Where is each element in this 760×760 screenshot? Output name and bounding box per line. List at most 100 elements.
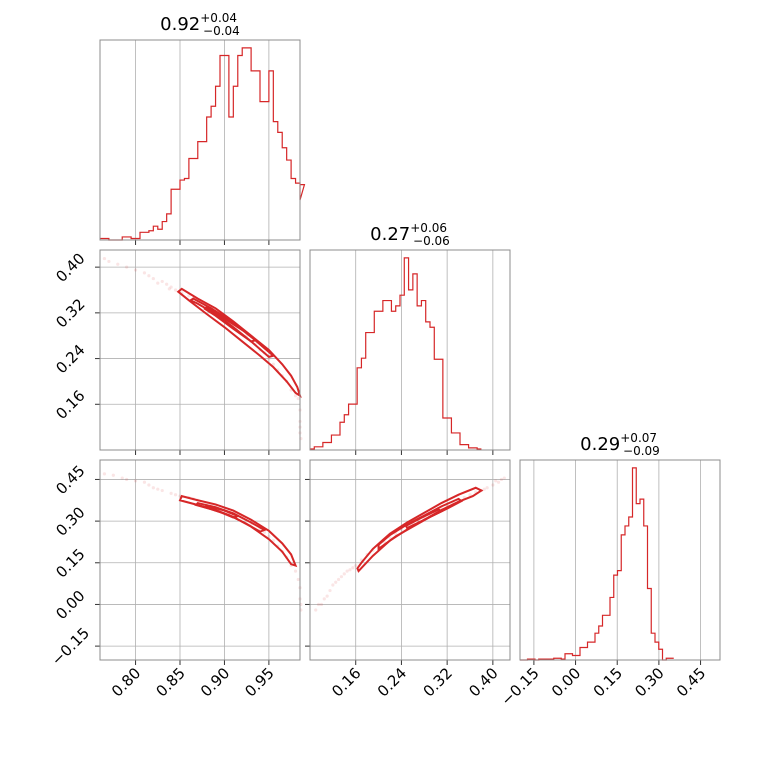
panel-2-2: −0.15 0.00 0.15 0.30 0.45 0.29+0.07 −0.09 — [497, 431, 721, 709]
panel-title: 0.92+0.04 −0.04 — [160, 11, 240, 38]
title-plus: +0.06 — [410, 221, 447, 235]
sample-point — [331, 583, 335, 587]
panel-2-0: 0.80 0.85 0.90 0.95 −0.150.00 0.15 0.30 0.45 — [48, 459, 303, 700]
x-tick-label: 0.85 — [152, 664, 188, 700]
sample-point — [102, 256, 107, 261]
x-tick-label: 0.24 — [374, 664, 410, 700]
sample-point — [133, 268, 138, 272]
title-plus: +0.07 — [620, 431, 657, 445]
panel-frame — [519, 459, 721, 661]
sample-point — [151, 276, 155, 281]
sample-point — [147, 274, 151, 278]
sample-point — [482, 487, 486, 491]
sample-point — [160, 279, 164, 284]
y-tick-label: 0.30 — [52, 503, 88, 539]
sample-point — [167, 287, 171, 291]
sample-point — [107, 259, 111, 264]
sample-point — [316, 602, 321, 607]
panel-frame — [309, 249, 511, 451]
contour-level-3 — [404, 508, 444, 530]
sample-point — [322, 597, 326, 601]
panel-1-1: 0.27+0.06 −0.06 — [309, 221, 511, 455]
histogram-series — [310, 257, 482, 450]
title-minus: −0.04 — [203, 24, 240, 38]
sample-point — [160, 488, 164, 493]
contour-level-3 — [202, 504, 241, 519]
sample-point — [102, 472, 107, 476]
sample-point — [468, 493, 472, 497]
panel-frame — [99, 459, 301, 661]
panel-frame — [309, 459, 511, 661]
sample-point — [165, 282, 169, 286]
x-tick-label: 0.95 — [241, 664, 277, 700]
sample-point — [116, 262, 120, 266]
panel-2-1: 0.16 0.24 0.32 0.40 — [305, 459, 511, 700]
sample-point — [147, 483, 151, 487]
sample-point — [169, 285, 173, 289]
x-tick-label: 0.16 — [328, 664, 364, 700]
sample-point — [342, 572, 346, 576]
title-minus: −0.09 — [623, 444, 660, 458]
sample-point — [345, 569, 349, 573]
y-tick-label: −0.15 — [48, 624, 93, 669]
sample-point — [354, 563, 358, 568]
y-tick-label: 0.24 — [52, 341, 88, 377]
sample-point — [173, 288, 178, 292]
title-value: 0.92 — [160, 14, 200, 35]
x-tick-label: 0.80 — [108, 664, 144, 700]
sample-point — [325, 594, 329, 598]
panel-title: 0.27+0.06 −0.06 — [370, 221, 450, 248]
panel-1-0: 0.16 0.24 0.32 0.40 — [52, 249, 303, 455]
title-minus: −0.06 — [413, 234, 450, 248]
sample-point — [267, 356, 271, 361]
contour-level-3 — [203, 305, 258, 343]
contour-level-2 — [188, 297, 276, 358]
x-tick-label: 0.30 — [631, 664, 667, 700]
y-tick-label: 0.45 — [52, 462, 88, 498]
sample-point — [133, 479, 138, 483]
sample-point — [111, 473, 115, 477]
panel-0-0: 0.92+0.04 −0.04 — [99, 11, 306, 245]
sample-point — [499, 477, 504, 482]
y-tick-label: 0.16 — [52, 387, 88, 423]
sample-point — [156, 487, 160, 491]
sample-point — [351, 566, 355, 570]
sample-point — [187, 294, 191, 298]
sample-point — [339, 575, 344, 579]
title-plus: +0.04 — [200, 11, 237, 25]
sample-point — [293, 394, 298, 398]
sample-point — [293, 569, 298, 573]
sample-point — [314, 608, 318, 612]
sample-point — [491, 483, 495, 487]
sample-point — [296, 396, 300, 401]
sample-point — [328, 588, 332, 593]
histogram-series — [520, 467, 674, 661]
sample-point — [142, 271, 147, 275]
sample-point — [296, 577, 300, 582]
panel-title: 0.29+0.07 −0.09 — [580, 431, 660, 458]
y-tick-label: 0.40 — [52, 249, 88, 285]
panels: 0.92+0.04 −0.04 0.27+0.06 −0.06 −0.15 0.00 0.1… — [48, 11, 721, 709]
contour-level-1 — [356, 486, 484, 573]
panel-frame — [99, 249, 301, 451]
sample-point — [151, 486, 155, 490]
sample-point — [319, 602, 324, 607]
sample-point — [120, 476, 124, 480]
y-tick-label: 0.32 — [52, 295, 88, 331]
histogram-series — [100, 47, 306, 241]
sample-point — [502, 476, 506, 480]
sample-point — [262, 530, 267, 534]
sample-point — [334, 580, 338, 584]
sample-point — [496, 480, 501, 484]
x-tick-label: 0.40 — [465, 664, 501, 700]
panel-frame — [99, 39, 301, 241]
x-tick-label: 0.45 — [673, 664, 709, 700]
sample-point — [267, 534, 271, 538]
sample-point — [125, 265, 129, 269]
contour-level-1 — [178, 494, 298, 568]
x-tick-label: 0.90 — [197, 664, 233, 700]
x-tick-label: 0.00 — [548, 664, 584, 700]
x-tick-label: 0.32 — [420, 664, 456, 700]
contour-level-2 — [377, 497, 464, 551]
sample-point — [125, 477, 129, 482]
